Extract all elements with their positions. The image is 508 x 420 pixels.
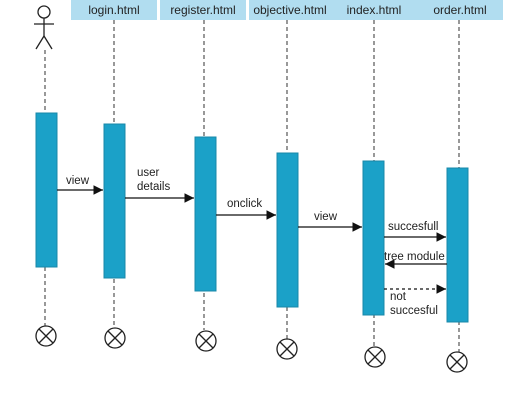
message-label-view-2: view <box>314 211 338 223</box>
activation-bar-actor <box>36 113 57 267</box>
activation-bar-register <box>195 137 216 291</box>
circle-x-icon <box>447 352 467 372</box>
stick-figure-icon <box>34 6 54 49</box>
message-label-not-succesful-line2: succesful <box>390 305 438 317</box>
message-label-view-1: view <box>66 175 90 187</box>
activation-bar-order <box>447 168 468 322</box>
message-label-onclick: onclick <box>227 198 262 210</box>
activation-bar-index <box>363 161 384 315</box>
message-label-user-details-line2: details <box>137 181 170 193</box>
circle-x-icon <box>36 326 56 346</box>
activation-bar-objective <box>277 153 298 307</box>
message-label-not-succesful-line1: not <box>390 291 407 303</box>
terminators <box>36 326 467 372</box>
message-label-user-details-line1: user <box>137 167 160 179</box>
circle-x-icon <box>365 347 385 367</box>
circle-x-icon <box>277 339 297 359</box>
activation-bar-login <box>104 124 125 278</box>
circle-x-icon <box>105 328 125 348</box>
circle-x-icon <box>196 331 216 351</box>
message-label-tree-module: tree module <box>384 251 445 263</box>
message-label-succesfull: succesfull <box>388 221 439 233</box>
